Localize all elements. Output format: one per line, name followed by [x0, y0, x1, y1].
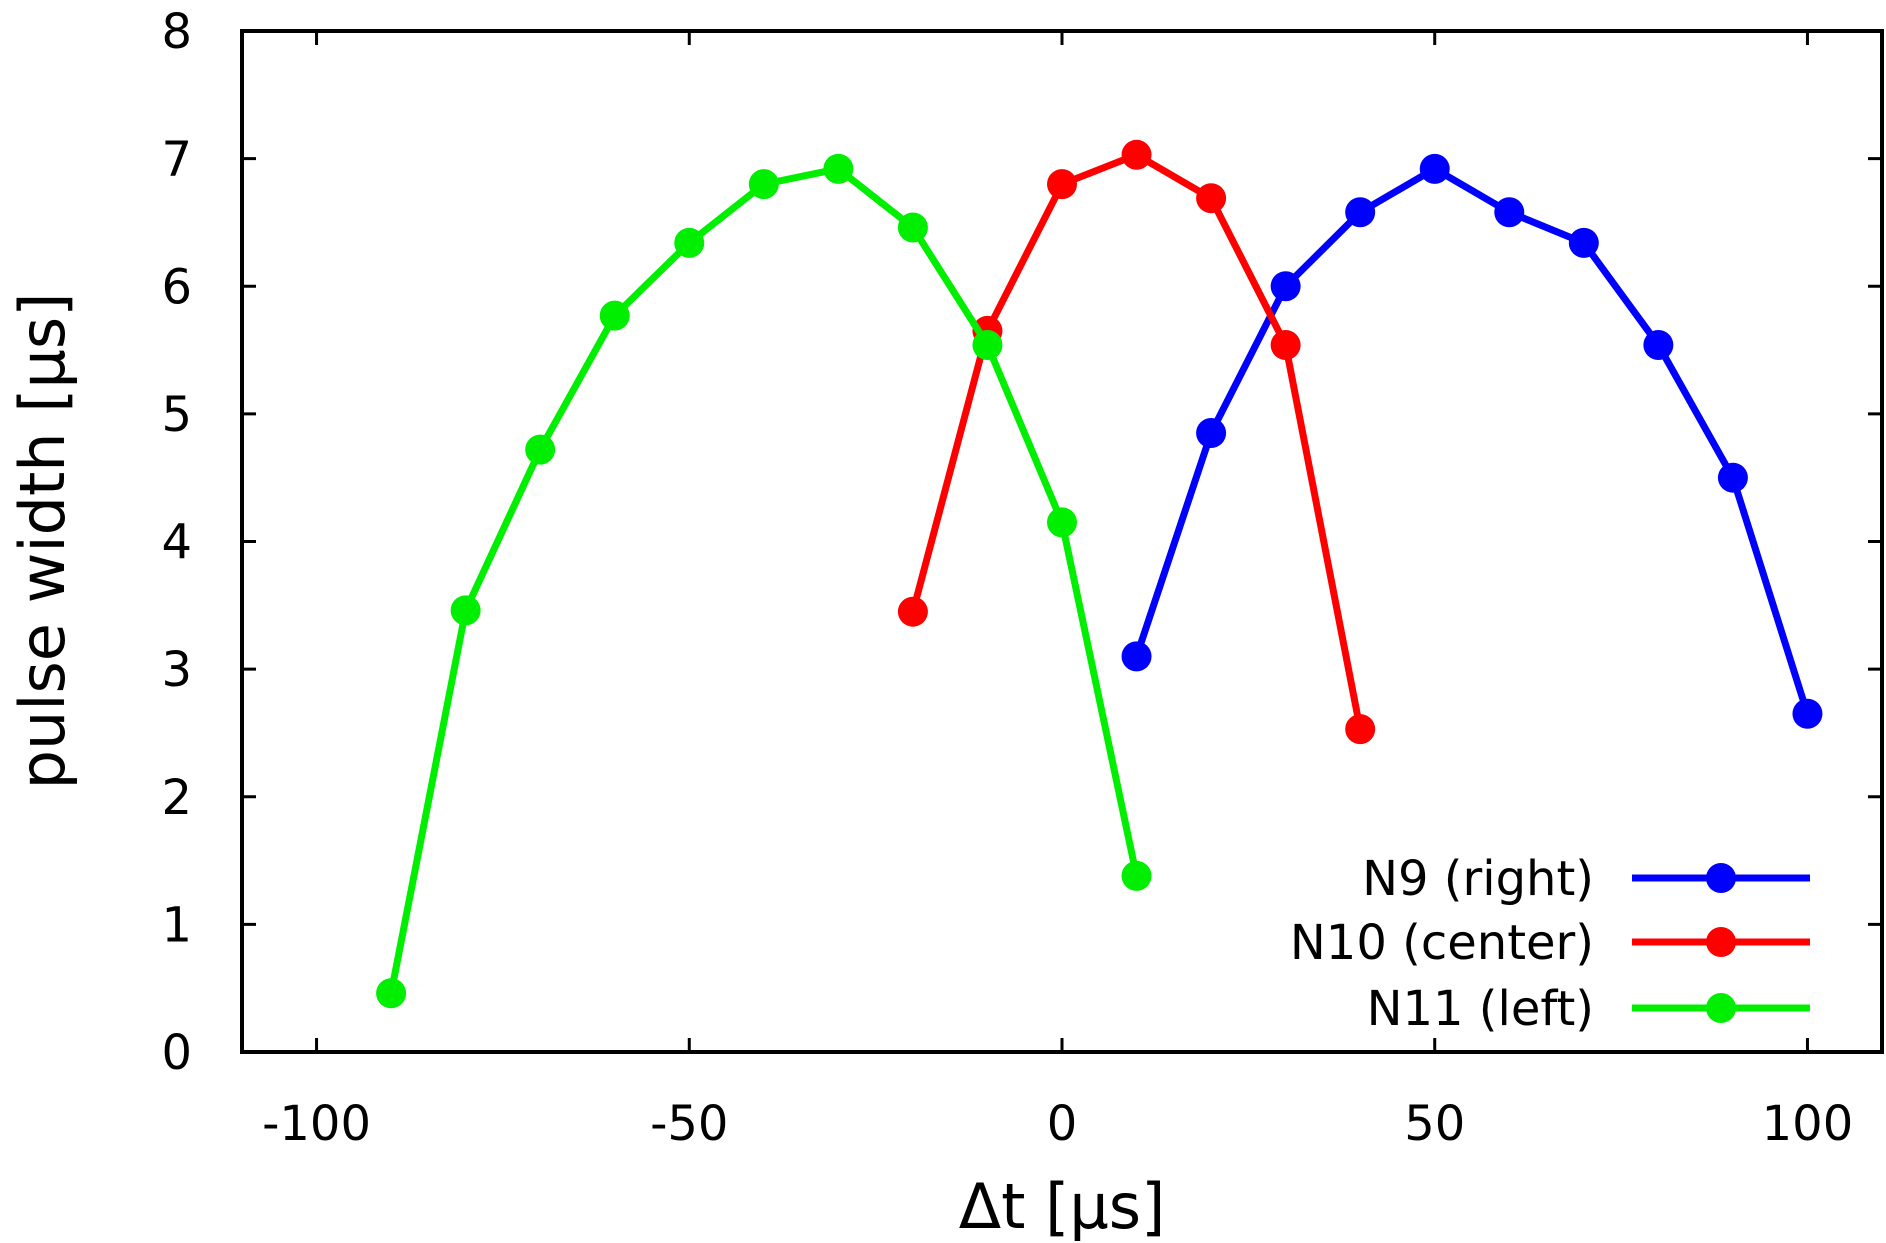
legend-label: N9 (right) [1362, 851, 1594, 907]
legend-swatch-marker [1706, 927, 1736, 957]
y-tick-label: 7 [161, 132, 192, 188]
data-point [1643, 329, 1674, 360]
x-axis-label: Δt [μs] [959, 1170, 1166, 1243]
data-point [525, 434, 556, 465]
data-point [1792, 698, 1823, 729]
data-point [748, 169, 779, 200]
data-point [1121, 641, 1152, 672]
legend-label: N11 (left) [1367, 981, 1594, 1037]
y-tick-label: 4 [161, 515, 192, 571]
data-point [450, 595, 481, 626]
series-3 [376, 153, 1152, 1009]
y-tick-label: 2 [161, 770, 192, 826]
series-layer [376, 139, 1823, 1009]
data-point [823, 153, 854, 184]
x-tick-label: 0 [1047, 1096, 1078, 1152]
data-point [972, 329, 1003, 360]
data-point [1196, 418, 1227, 449]
x-tick-label: -50 [650, 1096, 728, 1152]
data-point [1047, 507, 1077, 538]
data-point [897, 596, 928, 627]
data-point [1196, 183, 1227, 214]
data-point [1717, 462, 1748, 493]
data-point [1419, 153, 1450, 184]
legend-label: N10 (center) [1290, 915, 1594, 971]
y-tick-label: 3 [161, 642, 192, 698]
data-point [1345, 714, 1376, 745]
y-tick-label: 5 [161, 387, 192, 443]
data-point [1568, 227, 1599, 258]
data-point [897, 212, 928, 243]
series-1 [1121, 153, 1823, 729]
axis-ticks: -100 -50 0 50 100 0 1 2 3 4 5 6 7 8 [161, 4, 1882, 1152]
series-line [387, 165, 1140, 994]
legend-swatch-marker [1706, 863, 1736, 893]
y-axis-label: pulse width [μs] [6, 293, 79, 790]
data-point [1047, 169, 1077, 200]
y-tick-label: 1 [161, 897, 192, 953]
data-point [1270, 271, 1301, 302]
x-tick-label: 100 [1762, 1096, 1854, 1152]
legend-swatch-marker [1706, 993, 1736, 1023]
legend: N9 (right) N10 (center) N11 (left) [1290, 851, 1810, 1037]
data-point [1121, 139, 1152, 170]
series-line [1133, 165, 1811, 715]
x-tick-label: 50 [1404, 1096, 1465, 1152]
data-point [1270, 329, 1301, 360]
y-tick-label: 8 [161, 4, 192, 60]
data-point [1494, 197, 1525, 228]
y-tick-label: 6 [161, 259, 192, 315]
y-tick-label: 0 [161, 1025, 192, 1081]
data-point [599, 300, 630, 331]
x-tick-label: -100 [262, 1096, 371, 1152]
data-point [1345, 197, 1376, 228]
data-point [1121, 860, 1152, 891]
data-point [376, 978, 407, 1009]
data-point [674, 227, 705, 258]
